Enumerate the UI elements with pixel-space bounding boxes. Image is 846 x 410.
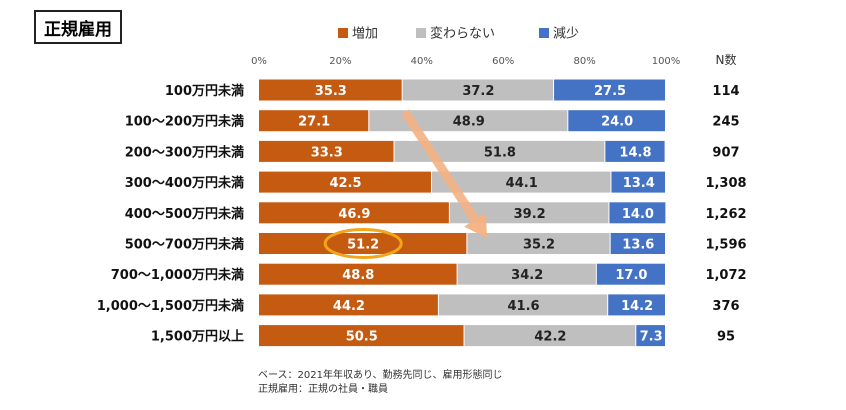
data-label: 44.1	[506, 176, 538, 191]
data-label: 33.3	[311, 145, 343, 160]
bar-segment	[259, 202, 449, 224]
n-value: 1,596	[705, 238, 746, 253]
n-value: 95	[717, 330, 735, 345]
n-value: 1,262	[705, 207, 746, 222]
data-label: 14.2	[621, 299, 653, 314]
data-label: 17.0	[615, 268, 647, 283]
data-label: 13.6	[622, 238, 654, 253]
data-label: 50.5	[346, 330, 378, 345]
data-label: 13.4	[623, 176, 655, 191]
bar-segment	[568, 110, 665, 132]
annotation-arrow-head	[464, 212, 487, 238]
legend-label-2: 減少	[553, 26, 579, 42]
category-label: 1,500万円以上	[151, 330, 244, 345]
bar-segment	[259, 233, 467, 254]
data-label: 34.2	[511, 268, 543, 283]
bar-segment	[611, 171, 665, 193]
footnote-definition: 正規雇用：正規の社員・職員	[258, 384, 388, 395]
chart-title-box: 正規雇用	[34, 10, 122, 44]
category-label: 700〜1,000万円未満	[111, 267, 244, 283]
n-value: 1,072	[705, 268, 746, 283]
data-label: 51.2	[347, 238, 379, 253]
bar-segment	[605, 140, 665, 162]
data-label: 46.9	[338, 207, 370, 222]
data-label: 7.3	[640, 330, 663, 345]
x-tick-label: 20%	[329, 56, 351, 67]
bar-segment	[554, 79, 665, 101]
data-label: 24.0	[601, 115, 633, 130]
data-label: 44.2	[333, 299, 365, 314]
data-label: 14.0	[622, 207, 654, 222]
legend-swatch-0	[338, 28, 348, 38]
n-value: 907	[712, 145, 739, 160]
bar-segment	[464, 325, 636, 347]
bar-segment	[259, 171, 431, 193]
data-label: 48.8	[342, 268, 374, 283]
n-value: 376	[712, 299, 739, 314]
bar-segment	[596, 263, 665, 285]
n-value: 1,308	[705, 176, 746, 191]
x-tick-label: 40%	[411, 56, 433, 67]
bar-segment	[259, 325, 464, 347]
annotation-arrow-shaft	[401, 109, 479, 223]
data-label: 35.3	[315, 84, 347, 99]
data-label: 51.8	[484, 145, 516, 160]
data-label: 39.2	[514, 207, 546, 222]
data-label: 42.2	[534, 330, 566, 345]
n-value: 245	[712, 115, 739, 130]
bar-segment	[259, 140, 394, 162]
legend-label-0: 増加	[352, 27, 378, 42]
legend-swatch-2	[539, 28, 549, 38]
category-label: 100〜200万円未満	[125, 114, 244, 130]
data-label: 37.2	[462, 84, 494, 99]
bar-segment	[431, 171, 611, 193]
bar-segment	[608, 294, 665, 316]
footnote-base: ベース：2021年年収あり、勤務先同じ、雇用形態同じ	[258, 370, 503, 381]
highlight-ellipse	[323, 228, 403, 259]
x-tick-label: 80%	[573, 56, 595, 67]
bar-segment	[259, 110, 369, 132]
data-label: 48.9	[453, 115, 485, 130]
bar-segment	[449, 202, 609, 224]
bar-segment	[438, 294, 608, 316]
legend-label-1: 変わらない	[430, 26, 495, 42]
data-label: 27.5	[594, 84, 626, 99]
category-label: 500〜700万円未満	[125, 237, 244, 253]
bar-segment	[394, 140, 605, 162]
bar-segment	[259, 263, 457, 285]
x-tick-label: 60%	[492, 56, 514, 67]
bar-segment	[610, 233, 665, 254]
legend-swatch-1	[416, 28, 426, 38]
x-tick-label: 100%	[652, 56, 681, 67]
bar-segment	[609, 202, 666, 224]
bar-segment	[259, 79, 402, 101]
bar-segment	[259, 294, 438, 316]
category-label: 400〜500万円未満	[125, 206, 244, 222]
bar-segment	[467, 233, 610, 254]
category-label: 1,000〜1,500万円未満	[97, 298, 244, 314]
data-label: 41.6	[508, 299, 540, 314]
category-label: 100万円未満	[165, 83, 244, 99]
category-label: 300〜400万円未満	[125, 175, 244, 191]
bar-segment	[402, 79, 554, 101]
data-label: 35.2	[523, 238, 555, 253]
data-label: 42.5	[329, 176, 361, 191]
n-header: N数	[716, 52, 737, 67]
bar-segment	[636, 325, 665, 347]
data-label: 14.8	[619, 145, 651, 160]
x-tick-label: 0%	[251, 56, 267, 67]
category-label: 200〜300万円未満	[125, 144, 244, 160]
n-value: 114	[712, 84, 739, 99]
bar-segment	[457, 263, 596, 285]
data-label: 27.1	[298, 115, 330, 130]
